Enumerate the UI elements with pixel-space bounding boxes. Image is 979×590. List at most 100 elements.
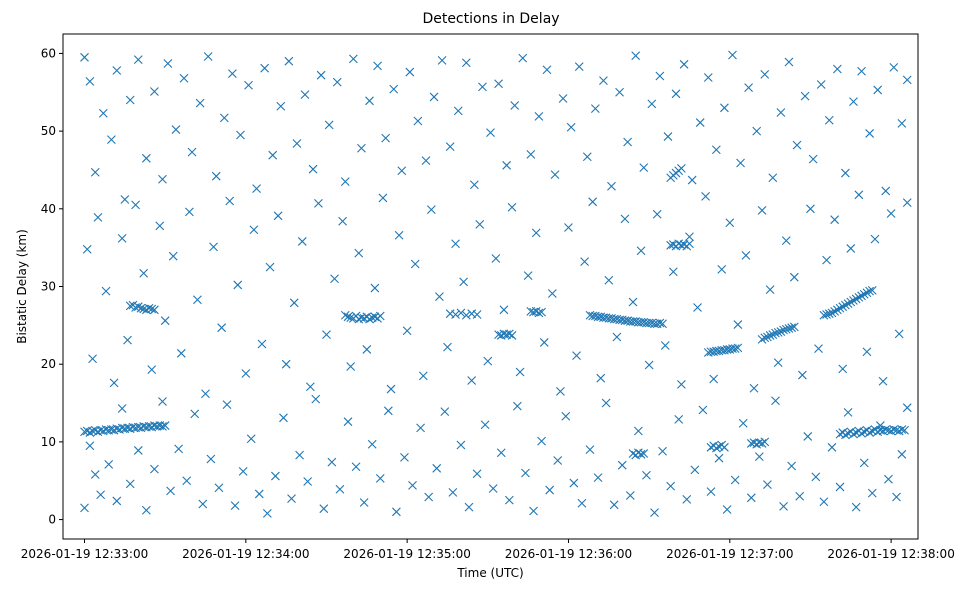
scatter-point — [488, 484, 498, 493]
scatter-point — [875, 421, 885, 430]
scatter-point — [754, 452, 764, 462]
scatter-point — [537, 436, 546, 446]
scatter-point — [781, 236, 791, 246]
scatter-point — [897, 449, 907, 459]
scatter-point — [765, 331, 775, 340]
scatter-point — [717, 265, 727, 274]
scatter-point — [814, 344, 823, 354]
scatter-point — [375, 474, 385, 483]
scatter-point — [811, 472, 821, 482]
scatter-point — [832, 305, 842, 315]
scatter-point — [757, 205, 767, 215]
scatter-point — [322, 330, 331, 340]
scatter-point — [771, 396, 780, 406]
scatter-point — [362, 345, 372, 354]
scatter-point — [827, 308, 837, 318]
scatter-point — [644, 360, 654, 370]
scatter-point — [491, 254, 501, 263]
scatter-point — [679, 59, 689, 69]
scatter-point — [625, 491, 635, 500]
scatter-point — [615, 87, 624, 97]
scatter-point — [472, 310, 482, 319]
x-axis-ticks: 2026-01-19 12:33:00 2026-01-19 12:34:00 20… — [21, 539, 955, 561]
scatter-point — [765, 285, 775, 294]
scatter-point — [494, 79, 503, 89]
scatter-point — [720, 103, 729, 113]
scatter-point — [518, 53, 528, 63]
scatter-point — [244, 80, 253, 90]
scatter-point — [330, 274, 339, 284]
scatter-point — [206, 454, 216, 464]
scatter-point — [733, 343, 743, 353]
scatter-point — [763, 480, 772, 490]
scatter-point — [461, 58, 471, 68]
scatter-point — [254, 489, 264, 499]
scatter-point — [437, 56, 447, 65]
scatter-point — [523, 271, 533, 281]
scatter-point — [588, 197, 598, 207]
scatter-point — [819, 310, 829, 320]
scatter-point — [327, 457, 337, 467]
scatter-point — [859, 458, 869, 468]
scatter-point — [822, 255, 831, 265]
scatter-point — [878, 376, 888, 386]
scatter-point — [832, 64, 842, 74]
scatter-point — [795, 491, 805, 501]
scatter-point — [112, 496, 122, 506]
scatter-point — [133, 446, 143, 455]
scatter-point — [405, 67, 415, 77]
scatter-point — [736, 158, 745, 168]
scatter-point — [685, 239, 694, 249]
scatter-point — [141, 153, 151, 163]
scatter-point — [585, 445, 595, 455]
scatter-point — [510, 101, 520, 110]
scatter-point — [163, 59, 173, 68]
scatter-point — [884, 474, 893, 484]
scatter-point — [607, 181, 616, 191]
scatter-point — [628, 297, 638, 307]
scatter-point — [222, 400, 232, 409]
scatter-point — [332, 77, 342, 87]
scatter-point — [273, 211, 283, 221]
scatter-point — [677, 380, 686, 389]
scatter-point — [176, 348, 186, 358]
scatter-point — [472, 469, 482, 479]
scatter-point — [120, 195, 130, 204]
scatter-point — [722, 505, 732, 514]
scatter-point — [633, 426, 643, 436]
scatter-point — [112, 66, 122, 75]
scatter-point — [451, 310, 460, 319]
scatter-point — [623, 137, 633, 147]
scatter-point — [857, 428, 866, 438]
scatter-point — [655, 71, 665, 81]
y-tick-label: 60 — [41, 46, 56, 60]
scatter-point — [478, 82, 487, 92]
scatter-point — [238, 467, 248, 476]
scatter-point — [512, 401, 522, 411]
scatter-point — [160, 421, 170, 430]
scatter-point — [889, 63, 899, 72]
scatter-point — [402, 326, 412, 336]
scatter-point — [797, 370, 807, 380]
scatter-point — [881, 186, 891, 196]
scatter-point — [609, 500, 619, 510]
scatter-point — [354, 248, 364, 258]
scatter-point — [386, 384, 396, 394]
scatter-point — [279, 413, 288, 423]
scatter-point — [725, 218, 735, 228]
scatter-point — [195, 98, 205, 108]
x-tick-label: 2026-01-19 12:33:00 — [21, 547, 148, 561]
scatter-point — [779, 501, 788, 511]
scatter-point — [287, 494, 296, 503]
scatter-point — [378, 193, 388, 203]
scatter-point — [300, 90, 310, 99]
scatter-point — [789, 322, 799, 332]
scatter-point — [902, 403, 912, 413]
scatter-point — [849, 429, 858, 439]
scatter-point — [217, 323, 227, 333]
scatter-point — [117, 404, 127, 413]
scatter-point — [830, 215, 840, 225]
scatter-point — [80, 503, 89, 513]
scatter-point — [760, 437, 770, 447]
